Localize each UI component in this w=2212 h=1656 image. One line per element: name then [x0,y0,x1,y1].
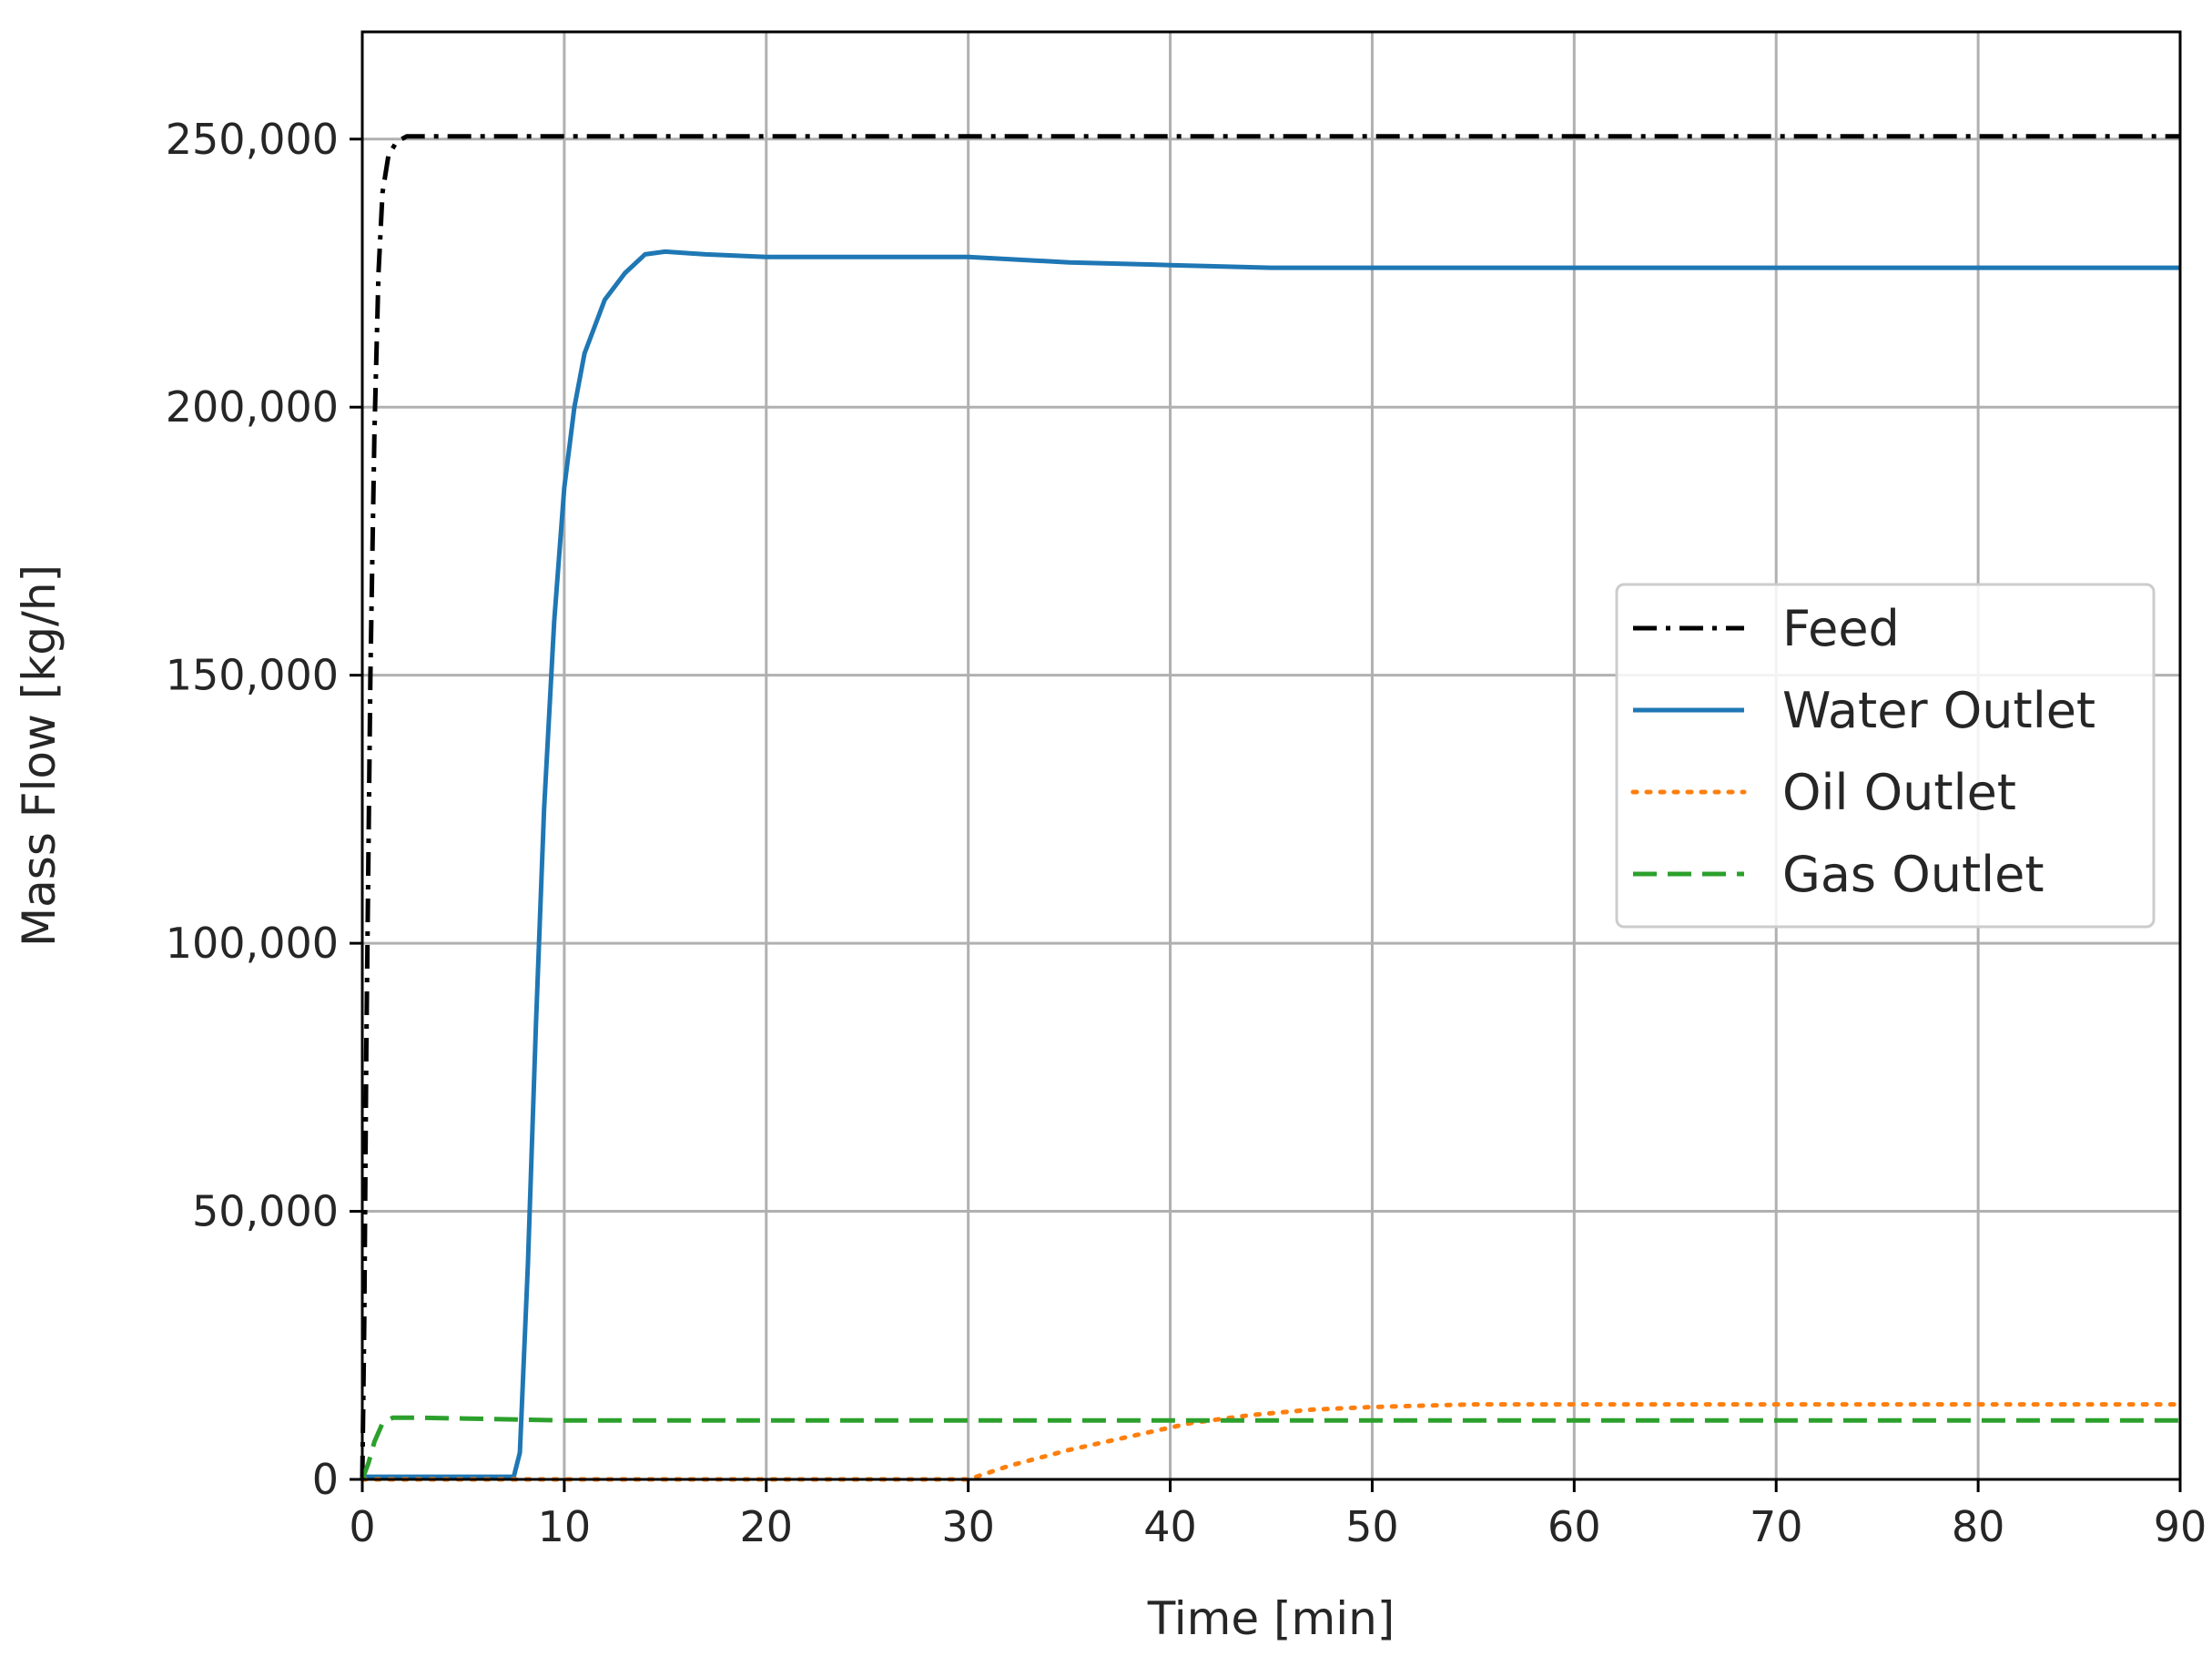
y-tick-label: 200,000 [166,382,339,432]
legend-box [1615,583,2156,929]
x-tick-label: 10 [538,1502,592,1551]
x-axis-label: Time [min] [1147,1592,1395,1645]
y-tick-label: 50,000 [192,1187,339,1236]
series-line-1 [362,249,2180,1479]
y-tick-label: 100,000 [166,919,339,968]
series-line-0 [360,134,2180,1480]
y-tick-label: 250,000 [166,115,339,164]
y-tick-label: 150,000 [166,651,339,700]
plot-frame [360,30,2182,1481]
x-tick-label: 50 [1345,1502,1399,1551]
legend-label-1: Water Outlet [1782,682,2095,739]
x-tick-label: 60 [1547,1502,1601,1551]
x-tick-label: 70 [1750,1502,1803,1551]
y-axis: 0 50,000 100,000 150,000 200,000 250,000 [166,115,362,1504]
x-tick-label: 90 [2154,1502,2207,1551]
x-tick-label: 0 [349,1502,375,1551]
legend-label-2: Oil Outlet [1782,764,2016,821]
legend-label-3: Gas Outlet [1782,846,2045,903]
x-tick-label: 30 [941,1502,995,1551]
legend: Feed Water Outlet Oil Outlet Gas Outlet [1615,583,2156,929]
x-axis: 0 10 20 30 40 50 60 70 80 90 [349,1479,2207,1551]
series-line-3 [360,1415,2180,1480]
x-tick-label: 20 [740,1502,794,1551]
legend-label-0: Feed [1782,600,1900,657]
x-tick-label: 80 [1952,1502,2005,1551]
x-tick-label: 40 [1143,1502,1197,1551]
y-tick-label: 0 [312,1455,339,1504]
y-axis-label: Mass Flow [kg/h] [13,564,66,947]
